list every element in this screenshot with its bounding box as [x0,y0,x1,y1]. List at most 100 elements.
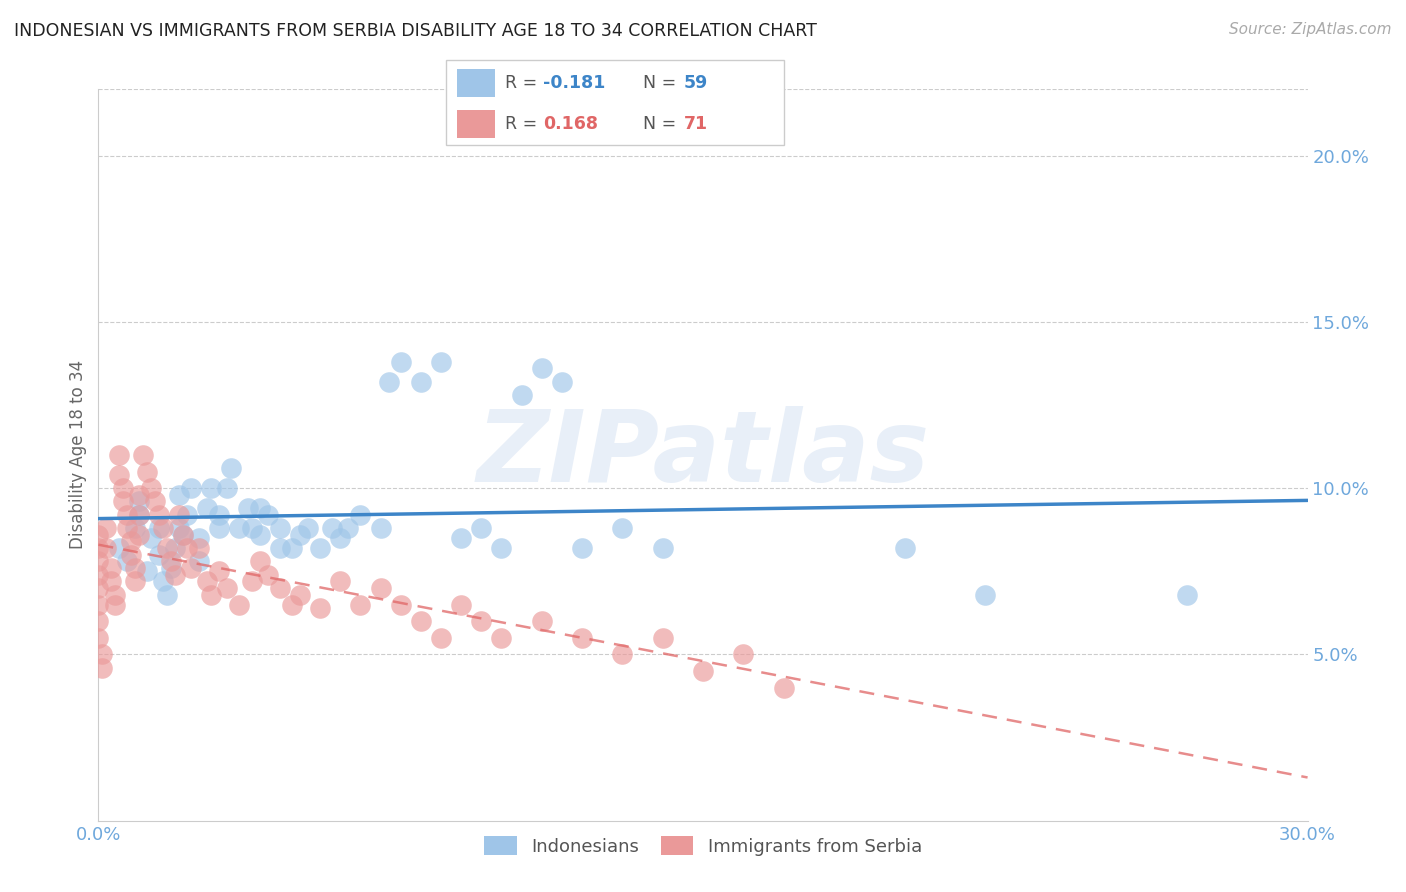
Point [132,448,155,462]
Point [240,521,263,535]
Point [309,541,332,555]
Point [135,564,157,578]
Point [176,508,198,522]
Point [120,548,142,562]
Point [772,681,794,695]
Point [111,481,134,495]
Point [87,527,110,541]
Text: ZIPatlas: ZIPatlas [477,407,929,503]
Point [96,541,118,555]
Legend: Indonesians, Immigrants from Serbia: Indonesians, Immigrants from Serbia [477,829,929,863]
Point [87,598,110,612]
Point [156,541,179,555]
Point [228,521,250,535]
Point [389,598,412,612]
Point [491,631,513,645]
Point [152,521,174,535]
Point [87,554,110,568]
Text: N =: N = [643,74,682,92]
Point [160,561,183,575]
Point [349,508,371,522]
Point [200,588,222,602]
Y-axis label: Disability Age 18 to 34: Disability Age 18 to 34 [69,360,87,549]
Point [87,581,110,595]
Point [87,567,110,582]
Point [111,494,134,508]
Point [143,494,166,508]
Point [337,521,360,535]
Text: Source: ZipAtlas.com: Source: ZipAtlas.com [1229,22,1392,37]
Point [249,554,271,568]
Point [389,355,412,369]
Point [103,588,125,602]
Point [217,481,239,495]
Point [167,488,190,502]
Point [139,531,162,545]
Point [269,581,291,595]
Point [167,521,190,535]
Point [107,541,129,555]
Point [692,664,714,678]
Point [188,554,211,568]
Text: R =: R = [505,74,543,92]
Point [100,574,122,589]
Point [309,600,332,615]
Point [470,521,492,535]
Point [128,508,150,522]
Text: -0.181: -0.181 [543,74,605,92]
Point [733,648,755,662]
Point [450,598,472,612]
Point [430,631,453,645]
Point [128,488,150,502]
Point [188,531,211,545]
Point [651,631,673,645]
Point [188,541,211,555]
Point [128,508,150,522]
Text: R =: R = [505,115,548,133]
Point [91,661,114,675]
Point [297,521,319,535]
Point [135,465,157,479]
Point [409,375,432,389]
Point [176,541,198,555]
Point [91,648,114,662]
Point [124,574,146,589]
Point [510,388,533,402]
Text: INDONESIAN VS IMMIGRANTS FROM SERBIA DISABILITY AGE 18 TO 34 CORRELATION CHART: INDONESIAN VS IMMIGRANTS FROM SERBIA DIS… [14,22,817,40]
Point [128,494,150,508]
Text: 0.168: 0.168 [543,115,598,133]
Point [172,527,194,541]
Point [115,521,138,535]
Point [107,448,129,462]
Text: 71: 71 [685,115,709,133]
Point [139,481,162,495]
Point [208,564,231,578]
Point [172,527,194,541]
Point [893,541,915,555]
Point [256,567,278,582]
Point [530,361,553,376]
Point [329,531,352,545]
Point [249,501,271,516]
Point [530,614,553,628]
Point [87,541,110,555]
Point [269,521,291,535]
Point [124,561,146,575]
Point [249,527,271,541]
Point [115,508,138,522]
Point [612,521,634,535]
Point [288,527,311,541]
Point [100,561,122,575]
Point [124,521,146,535]
Point [120,534,142,549]
Point [450,531,472,545]
Point [256,508,278,522]
Point [208,508,231,522]
FancyBboxPatch shape [457,69,495,97]
Point [269,541,291,555]
Point [321,521,343,535]
Point [87,631,110,645]
Point [377,375,399,389]
Point [470,614,492,628]
Point [107,467,129,482]
